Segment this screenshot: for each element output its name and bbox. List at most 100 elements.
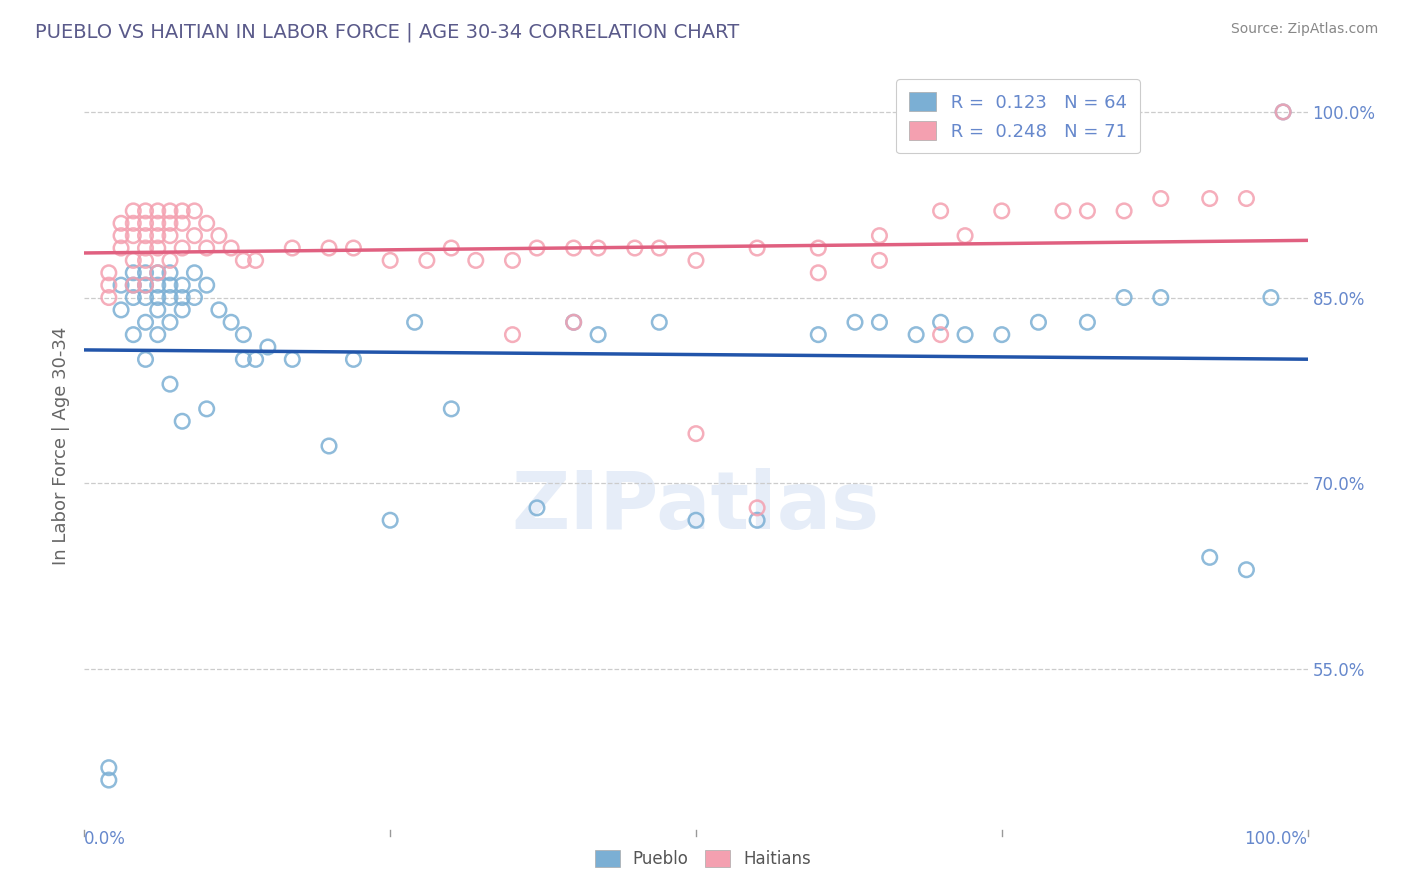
Point bbox=[562, 315, 585, 329]
Point bbox=[257, 340, 280, 354]
Point bbox=[159, 228, 181, 243]
Point bbox=[416, 253, 439, 268]
Point bbox=[526, 500, 548, 515]
Point bbox=[1272, 104, 1295, 119]
Point bbox=[685, 513, 707, 527]
Point bbox=[172, 278, 194, 293]
Point bbox=[122, 291, 145, 305]
Point bbox=[146, 278, 169, 293]
Point bbox=[1260, 291, 1282, 305]
Point bbox=[1076, 203, 1098, 218]
Point bbox=[135, 203, 157, 218]
Point bbox=[586, 327, 609, 342]
Point bbox=[869, 228, 891, 243]
Point bbox=[195, 401, 218, 416]
Point bbox=[110, 241, 132, 255]
Point bbox=[172, 241, 194, 255]
Point bbox=[135, 241, 157, 255]
Point bbox=[953, 228, 976, 243]
Point bbox=[172, 414, 194, 428]
Point bbox=[172, 302, 194, 317]
Point bbox=[232, 327, 254, 342]
Point bbox=[97, 761, 120, 775]
Point bbox=[562, 241, 585, 255]
Point bbox=[97, 291, 120, 305]
Point bbox=[146, 228, 169, 243]
Point bbox=[380, 253, 402, 268]
Point bbox=[172, 291, 194, 305]
Point bbox=[232, 253, 254, 268]
Point bbox=[991, 203, 1014, 218]
Text: Source: ZipAtlas.com: Source: ZipAtlas.com bbox=[1230, 22, 1378, 37]
Point bbox=[122, 278, 145, 293]
Point bbox=[122, 327, 145, 342]
Point bbox=[562, 315, 585, 329]
Point bbox=[159, 216, 181, 230]
Point bbox=[953, 327, 976, 342]
Point bbox=[146, 241, 169, 255]
Point bbox=[122, 253, 145, 268]
Point bbox=[146, 203, 169, 218]
Point bbox=[146, 216, 169, 230]
Point bbox=[135, 315, 157, 329]
Point bbox=[110, 228, 132, 243]
Point bbox=[905, 327, 928, 342]
Point bbox=[146, 302, 169, 317]
Point bbox=[122, 203, 145, 218]
Point bbox=[146, 266, 169, 280]
Point bbox=[685, 426, 707, 441]
Point bbox=[526, 241, 548, 255]
Point bbox=[807, 266, 830, 280]
Point bbox=[1114, 291, 1136, 305]
Point bbox=[219, 315, 242, 329]
Text: ZIPatlas: ZIPatlas bbox=[512, 468, 880, 547]
Point bbox=[807, 241, 830, 255]
Point bbox=[219, 241, 242, 255]
Point bbox=[122, 266, 145, 280]
Point bbox=[135, 216, 157, 230]
Point bbox=[440, 401, 463, 416]
Point bbox=[844, 315, 866, 329]
Point bbox=[135, 278, 157, 293]
Point bbox=[1114, 203, 1136, 218]
Point bbox=[404, 315, 426, 329]
Point bbox=[183, 228, 205, 243]
Point bbox=[342, 352, 364, 367]
Text: 0.0%: 0.0% bbox=[84, 830, 127, 847]
Point bbox=[869, 253, 891, 268]
Point bbox=[1076, 315, 1098, 329]
Point bbox=[1198, 192, 1220, 206]
Point bbox=[929, 203, 952, 218]
Point bbox=[159, 315, 181, 329]
Point bbox=[1150, 192, 1173, 206]
Point bbox=[929, 315, 952, 329]
Point bbox=[172, 216, 194, 230]
Text: 100.0%: 100.0% bbox=[1244, 830, 1308, 847]
Point bbox=[807, 327, 830, 342]
Point bbox=[135, 253, 157, 268]
Y-axis label: In Labor Force | Age 30-34: In Labor Force | Age 30-34 bbox=[52, 326, 70, 566]
Point bbox=[135, 291, 157, 305]
Point bbox=[110, 302, 132, 317]
Text: PUEBLO VS HAITIAN IN LABOR FORCE | AGE 30-34 CORRELATION CHART: PUEBLO VS HAITIAN IN LABOR FORCE | AGE 3… bbox=[35, 22, 740, 42]
Point bbox=[208, 228, 231, 243]
Point bbox=[122, 216, 145, 230]
Point bbox=[159, 266, 181, 280]
Point bbox=[146, 291, 169, 305]
Point bbox=[464, 253, 486, 268]
Point bbox=[281, 352, 304, 367]
Point bbox=[159, 278, 181, 293]
Point bbox=[318, 241, 340, 255]
Point bbox=[1236, 563, 1258, 577]
Point bbox=[172, 203, 194, 218]
Point bbox=[380, 513, 402, 527]
Point bbox=[245, 253, 267, 268]
Point bbox=[232, 352, 254, 367]
Point bbox=[135, 278, 157, 293]
Point bbox=[195, 241, 218, 255]
Point bbox=[747, 500, 769, 515]
Point bbox=[97, 266, 120, 280]
Point bbox=[624, 241, 647, 255]
Point bbox=[135, 228, 157, 243]
Point bbox=[586, 241, 609, 255]
